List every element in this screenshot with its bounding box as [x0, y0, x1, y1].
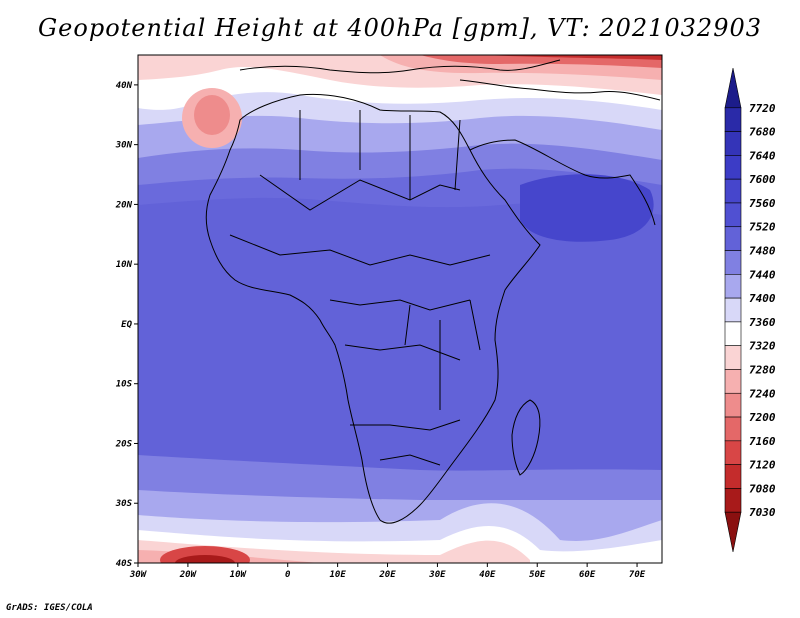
colorbar-label: 7720 [749, 102, 776, 115]
north-africa-borders [299, 110, 461, 200]
colorbar-swatch [724, 321, 742, 346]
y-tick-label: EQ [121, 320, 132, 330]
x-tick-label: 40E [479, 570, 496, 580]
y-tick-label: 40S [116, 559, 133, 569]
colorbar-swatch [724, 416, 742, 442]
africa-coastline [205, 93, 541, 524]
madagascar-coastline [511, 399, 541, 476]
colorbar-swatch [724, 392, 742, 418]
map-title: Geopotential Height at 400hPa [gpm], VT:… [38, 14, 762, 42]
south-africa-borders [379, 454, 441, 466]
colorbar-swatch [724, 297, 742, 323]
colorbar-label: 7200 [749, 411, 776, 424]
x-tick-label: 70E [629, 570, 646, 580]
colorbar-label: 7560 [749, 197, 776, 210]
x-tick-label: 10E [329, 570, 346, 580]
colorbar-swatch [724, 226, 742, 251]
colorbar-swatch [724, 131, 742, 156]
mediterranean-coastline [459, 79, 661, 101]
y-tick-label: 40N [116, 81, 133, 91]
colorbar-swatch [724, 67, 742, 109]
grads-credit: GrADS: IGES/COLA [6, 603, 93, 613]
x-tick-label: 0 [285, 570, 291, 580]
colorbar-label: 7120 [749, 459, 776, 472]
colorbar-swatch [724, 250, 742, 275]
west-africa-borders [229, 234, 491, 266]
x-tick-label: 10W [230, 570, 248, 580]
colorbar-swatch [724, 369, 742, 394]
y-tick-label: 20S [115, 439, 133, 449]
colorbar-label: 7640 [749, 149, 776, 162]
arabia-coastline [469, 139, 656, 226]
colorbar-swatch [724, 440, 742, 465]
colorbar-label: 7360 [749, 316, 776, 329]
colorbar-swatch [724, 488, 742, 513]
y-tick-label: 30N [115, 141, 133, 151]
colorbar-label: 7280 [749, 363, 776, 376]
colorbar-swatch [724, 511, 742, 553]
east-africa-borders [404, 299, 481, 410]
colorbar-label: 7520 [749, 221, 776, 234]
y-tick-label: 10N [116, 260, 133, 270]
x-tick-label: 30E [428, 570, 446, 580]
x-tick-label: 20E [378, 570, 396, 580]
colorbar-swatch [724, 464, 742, 489]
colorbar-swatch [724, 155, 742, 180]
x-tick-label: 30W [129, 570, 148, 580]
y-tick-label: 20N [115, 200, 133, 210]
coastlines [205, 59, 661, 524]
colorbar-label: 7600 [749, 173, 776, 186]
colorbar-swatch [724, 202, 742, 228]
colorbar-swatch [724, 274, 742, 299]
colorbar-label: 7160 [749, 435, 776, 448]
colorbar-swatch [724, 345, 742, 370]
colorbar-label: 7680 [749, 126, 776, 139]
colorbar-label: 7400 [749, 292, 776, 305]
y-tick-label: 10S [116, 380, 133, 390]
sahel-borders [259, 174, 461, 211]
colorbar-label: 7480 [749, 245, 776, 258]
x-tick-label: 60E [579, 570, 596, 580]
colorbar-label: 7080 [749, 482, 776, 495]
colorbar-label: 7030 [749, 506, 776, 519]
colorbar-swatch [724, 107, 742, 132]
y-tick-label: 30S [115, 499, 133, 509]
colorbar-label: 7320 [749, 340, 776, 353]
x-tick-label: 20W [179, 570, 198, 580]
colorbar: 7720 7680 7640 7600 7560 7520 7480 7440 7400 7360… [724, 67, 776, 553]
southern-borders [350, 419, 461, 431]
x-axis: 30W 20W 10W 0 10E 20E 30E 40E 50E 60E 70E [129, 563, 646, 580]
y-axis: 40N 30N 20N 10N EQ 10S 20S 30S 40S [115, 81, 138, 569]
colorbar-label: 7240 [749, 387, 776, 400]
central-africa-borders [329, 299, 471, 311]
plot-frame [137, 54, 663, 564]
europe-coastline [239, 59, 561, 74]
colorbar-label: 7440 [749, 268, 776, 281]
colorbar-swatch [724, 178, 742, 204]
x-tick-label: 50E [529, 570, 546, 580]
height-field [138, 55, 662, 563]
